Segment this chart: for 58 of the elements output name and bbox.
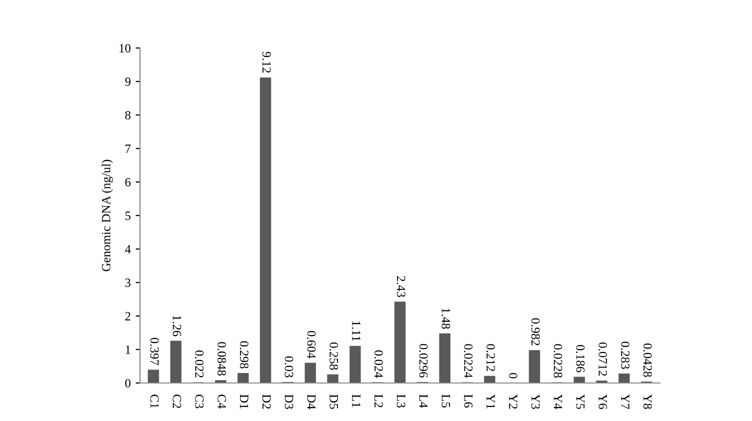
data-label: 0.0296 [419,344,428,378]
data-label: 0.0228 [554,344,562,378]
x-tick-label: C4 [218,394,226,409]
data-label: 9.12 [262,52,271,73]
x-tick-label: Y1 [486,394,495,409]
data-label: 0 [508,373,518,378]
y-axis-title: Genomic DNA (ng/ul) [102,160,113,272]
data-label: 0.258 [330,342,338,370]
data-label: 0.298 [240,341,248,368]
x-tick-label: L2 [374,394,383,408]
data-label: 0.212 [486,344,495,372]
y-tick-label: 8 [125,111,130,120]
x-tick-label: D5 [330,394,338,409]
y-tick-label: 3 [125,278,130,287]
y-tick-label: 4 [124,245,131,254]
y-tick-label: 7 [126,144,131,153]
data-label: 0.186 [576,344,585,372]
x-tick-label: D4 [307,394,316,410]
y-tick-label: 10 [120,44,130,52]
data-label: 0.0428 [643,344,652,377]
data-label: 0.604 [307,330,316,358]
data-label: 1.11 [352,321,360,341]
data-label: 0.0848 [218,342,226,376]
x-tick-label: D3 [284,394,294,409]
x-tick-label: D1 [240,394,248,409]
x-tick-label: L6 [464,394,473,408]
y-tick-label: 6 [125,178,131,186]
y-tick-label: 5 [125,212,130,220]
x-tick-label: Y6 [598,394,607,410]
data-label: 0.982 [531,318,540,346]
data-label: 0.0224 [464,344,473,378]
data-label: 0.022 [195,350,204,378]
x-tick-label: L1 [352,394,360,408]
data-label: 0.03 [284,356,294,378]
x-tick-label: L3 [396,394,406,408]
y-tick-label: 1 [126,346,130,354]
x-tick-label: L5 [442,394,450,408]
x-tick-label: L4 [419,394,428,408]
x-tick-label: Y5 [576,394,584,409]
x-tick-label: Y8 [643,394,652,409]
data-label: 0.397 [150,338,159,366]
data-label: 0.283 [620,342,630,369]
x-tick-label: D2 [262,394,271,409]
data-label: 2.43 [396,276,406,297]
x-tick-label: C3 [195,394,204,408]
data-label: 0.024 [374,350,383,378]
x-tick-label: Y4 [554,394,562,410]
x-tick-label: C1 [150,394,159,408]
data-label: 1.26 [172,316,182,336]
data-label: 0.0712 [598,342,608,376]
x-tick-label: Y2 [509,394,518,409]
y-tick-label: 2 [125,312,130,320]
x-tick-label: Y7 [621,394,630,410]
y-tick-label: 9 [125,78,130,86]
y-tick-label: 0 [125,379,130,388]
x-tick-label: Y3 [531,394,540,409]
data-label: 1.48 [442,308,450,329]
x-tick-label: C2 [172,394,182,408]
